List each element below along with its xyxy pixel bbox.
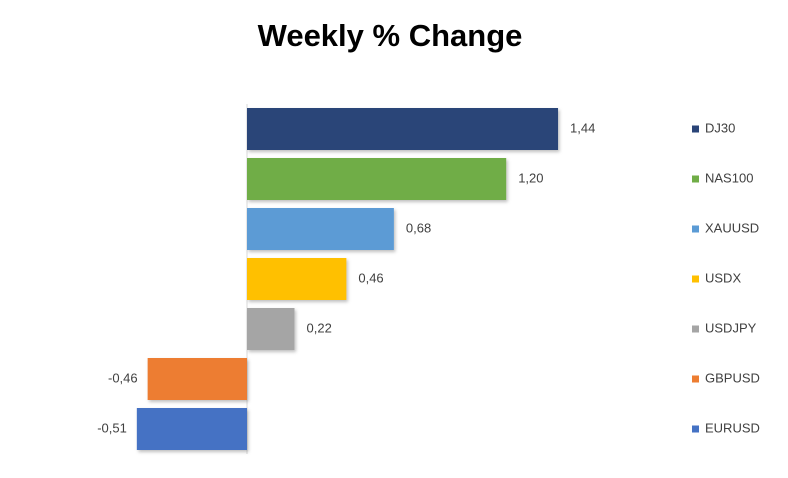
legend-swatch [692,425,699,433]
legend-label: DJ30 [705,120,735,135]
data-label: -0,51 [97,420,127,435]
bar [136,408,247,450]
data-label: 1,44 [570,120,595,135]
bar [247,258,347,300]
legend-label: GBPUSD [705,370,760,385]
bar [247,208,394,250]
legend-label: EURUSD [705,420,760,435]
legend-swatch [692,175,699,183]
legend-swatch [692,375,699,383]
data-label: -0,46 [108,370,138,385]
legend-swatch [692,275,699,283]
legend-label: NAS100 [705,170,753,185]
data-label: 1,20 [518,170,543,185]
chart-title: Weekly % Change [258,18,523,53]
legend-swatch [692,125,699,133]
legend-label: USDJPY [705,320,757,335]
data-label: 0,46 [358,270,383,285]
data-label: 0,68 [406,220,431,235]
legend-swatch [692,225,699,233]
bar [247,158,507,200]
bar [147,358,247,400]
legend-swatch [692,325,699,333]
bar [247,108,559,150]
data-label: 0,22 [307,320,332,335]
legend-label: USDX [705,270,741,285]
legend-label: XAUUSD [705,220,759,235]
bar [247,308,295,350]
